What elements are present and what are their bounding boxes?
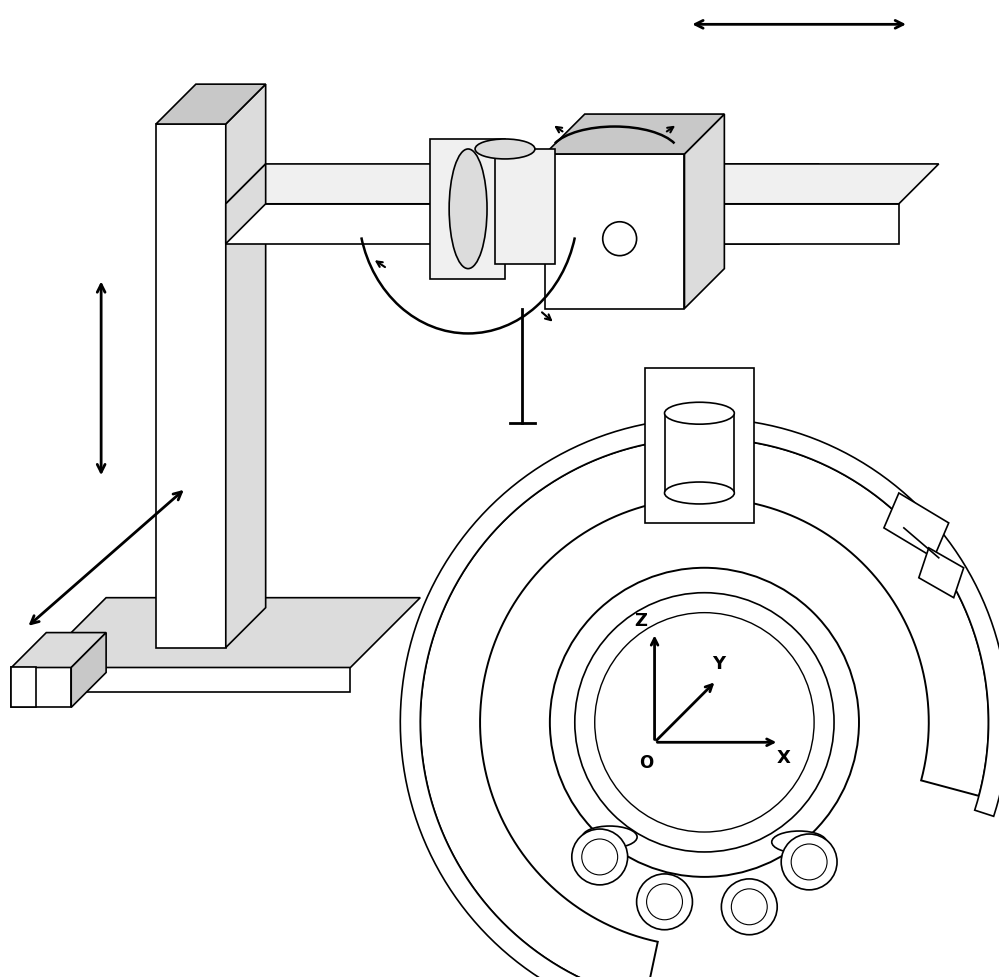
Polygon shape bbox=[650, 164, 939, 204]
Polygon shape bbox=[71, 633, 106, 708]
Polygon shape bbox=[495, 150, 555, 264]
Circle shape bbox=[595, 613, 814, 832]
Polygon shape bbox=[919, 549, 964, 599]
Polygon shape bbox=[226, 85, 266, 647]
Polygon shape bbox=[665, 414, 734, 494]
Polygon shape bbox=[11, 668, 36, 708]
Circle shape bbox=[791, 844, 827, 880]
Polygon shape bbox=[226, 204, 779, 244]
Circle shape bbox=[721, 879, 777, 935]
Circle shape bbox=[575, 593, 834, 852]
Polygon shape bbox=[430, 140, 505, 280]
Text: X: X bbox=[776, 748, 790, 767]
Text: O: O bbox=[640, 753, 654, 772]
Polygon shape bbox=[36, 599, 420, 668]
Polygon shape bbox=[684, 115, 724, 309]
Ellipse shape bbox=[449, 150, 487, 269]
Polygon shape bbox=[645, 369, 754, 523]
Circle shape bbox=[582, 839, 618, 875]
Circle shape bbox=[637, 874, 692, 930]
Polygon shape bbox=[545, 115, 724, 155]
Ellipse shape bbox=[475, 140, 535, 159]
Circle shape bbox=[781, 834, 837, 890]
Ellipse shape bbox=[665, 482, 734, 505]
Ellipse shape bbox=[665, 403, 734, 424]
Polygon shape bbox=[545, 155, 684, 309]
Polygon shape bbox=[884, 494, 949, 558]
Circle shape bbox=[647, 884, 682, 920]
Polygon shape bbox=[400, 419, 1000, 978]
Text: Z: Z bbox=[635, 611, 647, 629]
Polygon shape bbox=[156, 85, 266, 125]
Circle shape bbox=[731, 889, 767, 925]
Ellipse shape bbox=[772, 831, 827, 853]
Circle shape bbox=[550, 568, 859, 877]
Polygon shape bbox=[11, 668, 71, 708]
Polygon shape bbox=[226, 164, 266, 244]
Text: Y: Y bbox=[712, 655, 726, 673]
Polygon shape bbox=[226, 164, 819, 204]
Polygon shape bbox=[650, 204, 899, 244]
Circle shape bbox=[603, 223, 637, 256]
Polygon shape bbox=[420, 439, 989, 978]
Polygon shape bbox=[11, 633, 106, 668]
Polygon shape bbox=[36, 668, 350, 692]
Circle shape bbox=[572, 829, 628, 885]
Ellipse shape bbox=[582, 826, 637, 848]
Polygon shape bbox=[156, 125, 226, 647]
